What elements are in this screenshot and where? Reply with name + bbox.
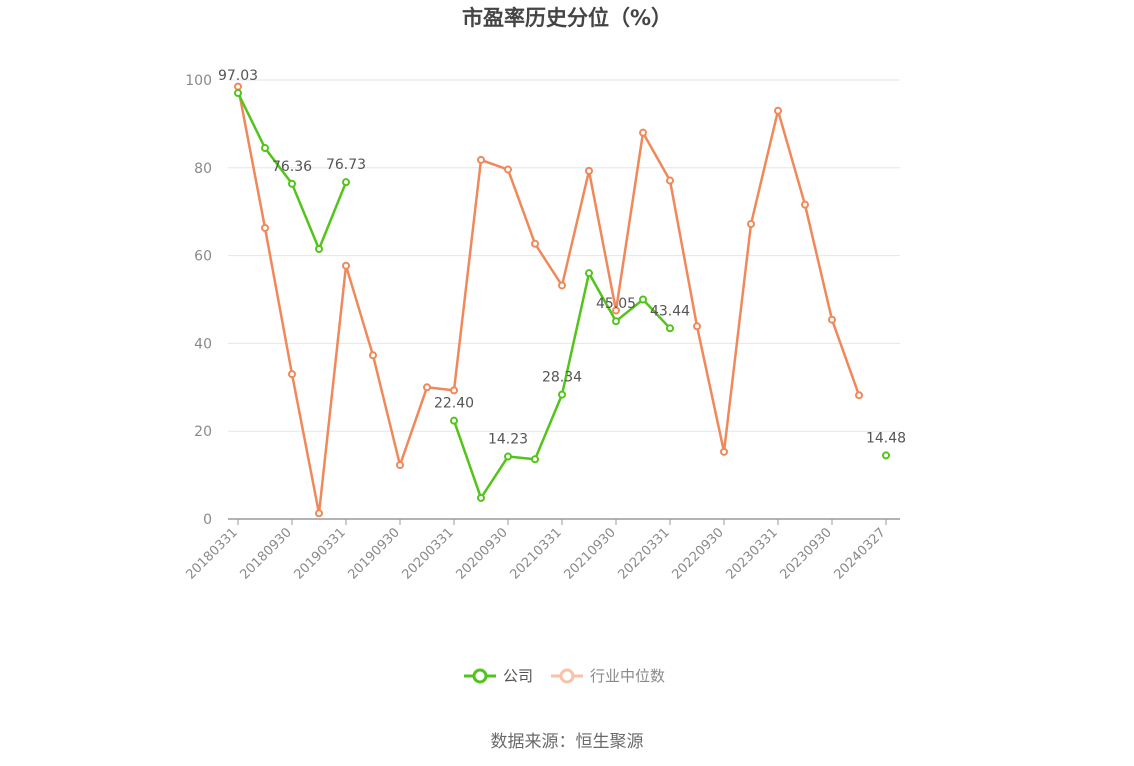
industry-data-point bbox=[342, 261, 350, 270]
company-data-point bbox=[612, 317, 620, 326]
company-data-point bbox=[477, 493, 485, 502]
company-data-point bbox=[531, 455, 539, 464]
x-tick-label: 20180331 bbox=[183, 525, 240, 582]
legend-item-company[interactable]: 公司 bbox=[464, 667, 533, 685]
x-tick-label: 20230331 bbox=[723, 525, 780, 582]
company-data-label: 45.05 bbox=[596, 296, 636, 312]
legend-industry-label: 行业中位数 bbox=[590, 667, 665, 685]
industry-data-point bbox=[504, 165, 512, 174]
industry-data-point bbox=[531, 239, 539, 248]
industry-data-point bbox=[801, 200, 809, 209]
legend-company-marker bbox=[472, 668, 488, 684]
industry-data-point bbox=[450, 386, 458, 395]
company-data-label: 43.44 bbox=[650, 303, 690, 319]
x-tick-label: 20240327 bbox=[831, 525, 888, 582]
x-tick-label: 20220331 bbox=[615, 525, 672, 582]
company-data-point bbox=[585, 269, 593, 278]
x-tick-label: 20190331 bbox=[291, 525, 348, 582]
company-data-label: 76.36 bbox=[272, 159, 312, 175]
industry-data-point bbox=[477, 155, 485, 164]
legend: 公司 行业中位数 bbox=[464, 667, 665, 685]
y-tick-label: 40 bbox=[194, 336, 212, 352]
company-data-point bbox=[639, 295, 647, 304]
industry-data-point bbox=[261, 223, 269, 232]
industry-data-point bbox=[774, 106, 782, 115]
industry-data-point bbox=[423, 383, 431, 392]
industry-data-point bbox=[828, 315, 836, 324]
company-data-point bbox=[666, 324, 674, 333]
data-labels: 97.03 76.36 76.73 22.40 14.23 28.34 45.05 43.44… bbox=[218, 68, 906, 447]
industry-data-point bbox=[315, 509, 323, 518]
legend-industry-marker bbox=[559, 668, 575, 684]
x-tick-label: 20200930 bbox=[453, 525, 510, 582]
x-tick-label: 20180930 bbox=[237, 525, 294, 582]
industry-data-point bbox=[369, 351, 377, 360]
y-tick-label: 80 bbox=[194, 161, 212, 177]
y-tick-label: 100 bbox=[185, 73, 212, 89]
company-data-label: 22.40 bbox=[434, 396, 474, 412]
x-tick-label: 20190930 bbox=[345, 525, 402, 582]
industry-data-point bbox=[558, 281, 566, 290]
source-text: 数据来源：恒生聚源 bbox=[491, 732, 644, 752]
x-tick-label: 20210930 bbox=[561, 525, 618, 582]
industry-data-point bbox=[288, 370, 296, 379]
industry-series-line bbox=[236, 86, 861, 515]
industry-data-point bbox=[747, 219, 755, 228]
company-data-point bbox=[450, 416, 458, 425]
company-data-point bbox=[504, 452, 512, 461]
company-data-label: 14.23 bbox=[488, 432, 528, 448]
company-data-point bbox=[315, 245, 323, 254]
company-data-point bbox=[558, 390, 566, 399]
legend-item-industry[interactable]: 行业中位数 bbox=[551, 667, 665, 685]
x-tick-label: 20200331 bbox=[399, 525, 456, 582]
company-data-label: 28.34 bbox=[542, 370, 582, 386]
industry-data-point bbox=[585, 166, 593, 175]
industry-data-point bbox=[666, 176, 674, 185]
company-data-point bbox=[234, 89, 242, 98]
company-data-point bbox=[288, 179, 296, 188]
chart-title: 市盈率历史分位（%） bbox=[462, 6, 672, 30]
industry-data-point bbox=[855, 391, 863, 400]
company-data-label: 97.03 bbox=[218, 68, 258, 84]
industry-data-point bbox=[396, 461, 404, 470]
company-data-point bbox=[342, 178, 350, 187]
company-data-point bbox=[882, 451, 890, 460]
industry-data-point bbox=[612, 306, 620, 315]
x-tick-label: 20210331 bbox=[507, 525, 564, 582]
axes: 0 20 40 60 80 100 2018033120180930201903312019… bbox=[183, 73, 900, 583]
company-data-label: 14.48 bbox=[866, 430, 906, 446]
x-tick-label: 20230930 bbox=[777, 525, 834, 582]
grid-lines bbox=[228, 79, 900, 432]
y-tick-label: 60 bbox=[194, 249, 212, 265]
y-tick-label: 20 bbox=[194, 424, 212, 440]
legend-company-label: 公司 bbox=[503, 667, 533, 685]
x-tick-label: 20220930 bbox=[669, 525, 726, 582]
company-data-point bbox=[261, 144, 269, 153]
industry-data-point bbox=[720, 447, 728, 456]
industry-data-point bbox=[693, 322, 701, 331]
industry-data-point bbox=[639, 128, 647, 137]
industry-data-point bbox=[234, 82, 242, 91]
y-tick-label: 0 bbox=[203, 512, 212, 528]
series-lines bbox=[234, 82, 890, 518]
company-data-label: 76.73 bbox=[326, 157, 366, 173]
